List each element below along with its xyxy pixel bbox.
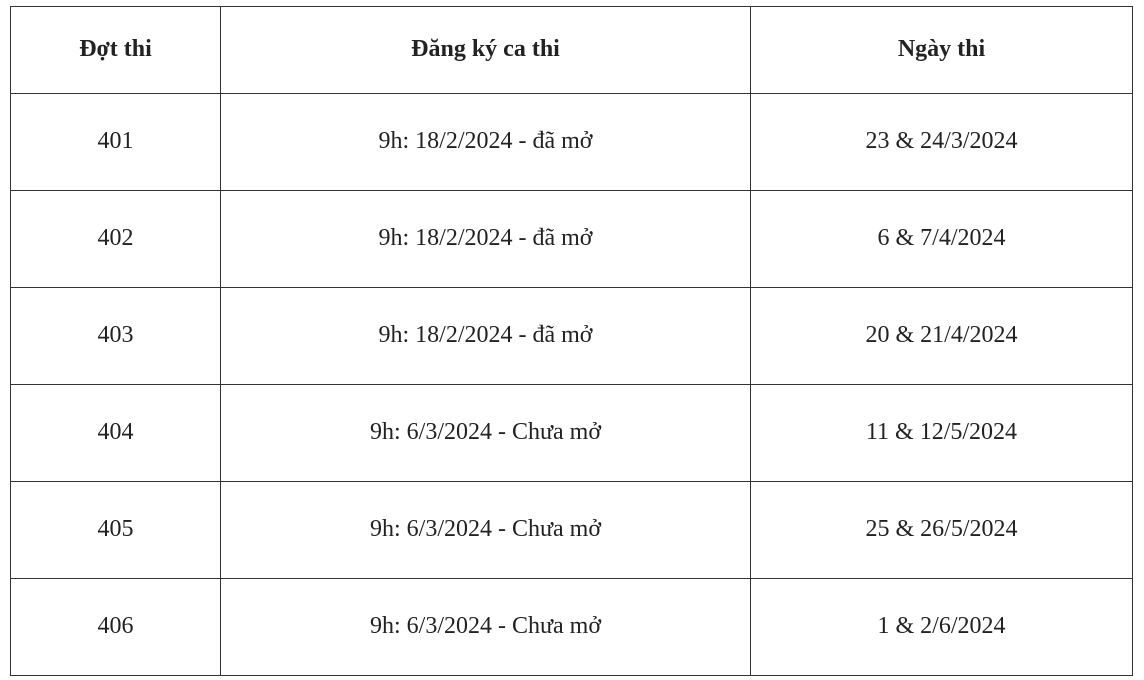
col-header-ngay-thi: Ngày thi: [751, 7, 1133, 94]
cell-dot-thi: 405: [11, 482, 221, 579]
table-row: 405 9h: 6/3/2024 - Chưa mở 25 & 26/5/202…: [11, 482, 1133, 579]
cell-ngay-thi: 1 & 2/6/2024: [751, 579, 1133, 676]
cell-dot-thi: 404: [11, 385, 221, 482]
table-row: 401 9h: 18/2/2024 - đã mở 23 & 24/3/2024: [11, 94, 1133, 191]
cell-ngay-thi: 23 & 24/3/2024: [751, 94, 1133, 191]
cell-dang-ky: 9h: 18/2/2024 - đã mở: [221, 94, 751, 191]
table-header-row: Đợt thi Đăng ký ca thi Ngày thi: [11, 7, 1133, 94]
cell-ngay-thi: 20 & 21/4/2024: [751, 288, 1133, 385]
exam-schedule-table: Đợt thi Đăng ký ca thi Ngày thi 401 9h: …: [10, 6, 1133, 676]
table-row: 402 9h: 18/2/2024 - đã mở 6 & 7/4/2024: [11, 191, 1133, 288]
col-header-dang-ky: Đăng ký ca thi: [221, 7, 751, 94]
cell-ngay-thi: 11 & 12/5/2024: [751, 385, 1133, 482]
cell-dang-ky: 9h: 6/3/2024 - Chưa mở: [221, 482, 751, 579]
cell-dot-thi: 401: [11, 94, 221, 191]
cell-ngay-thi: 6 & 7/4/2024: [751, 191, 1133, 288]
cell-dot-thi: 406: [11, 579, 221, 676]
cell-dang-ky: 9h: 18/2/2024 - đã mở: [221, 191, 751, 288]
cell-dang-ky: 9h: 18/2/2024 - đã mở: [221, 288, 751, 385]
cell-dot-thi: 403: [11, 288, 221, 385]
cell-dot-thi: 402: [11, 191, 221, 288]
table-row: 406 9h: 6/3/2024 - Chưa mở 1 & 2/6/2024: [11, 579, 1133, 676]
cell-dang-ky: 9h: 6/3/2024 - Chưa mở: [221, 579, 751, 676]
cell-dang-ky: 9h: 6/3/2024 - Chưa mở: [221, 385, 751, 482]
table-row: 403 9h: 18/2/2024 - đã mở 20 & 21/4/2024: [11, 288, 1133, 385]
col-header-dot-thi: Đợt thi: [11, 7, 221, 94]
table-row: 404 9h: 6/3/2024 - Chưa mở 11 & 12/5/202…: [11, 385, 1133, 482]
cell-ngay-thi: 25 & 26/5/2024: [751, 482, 1133, 579]
